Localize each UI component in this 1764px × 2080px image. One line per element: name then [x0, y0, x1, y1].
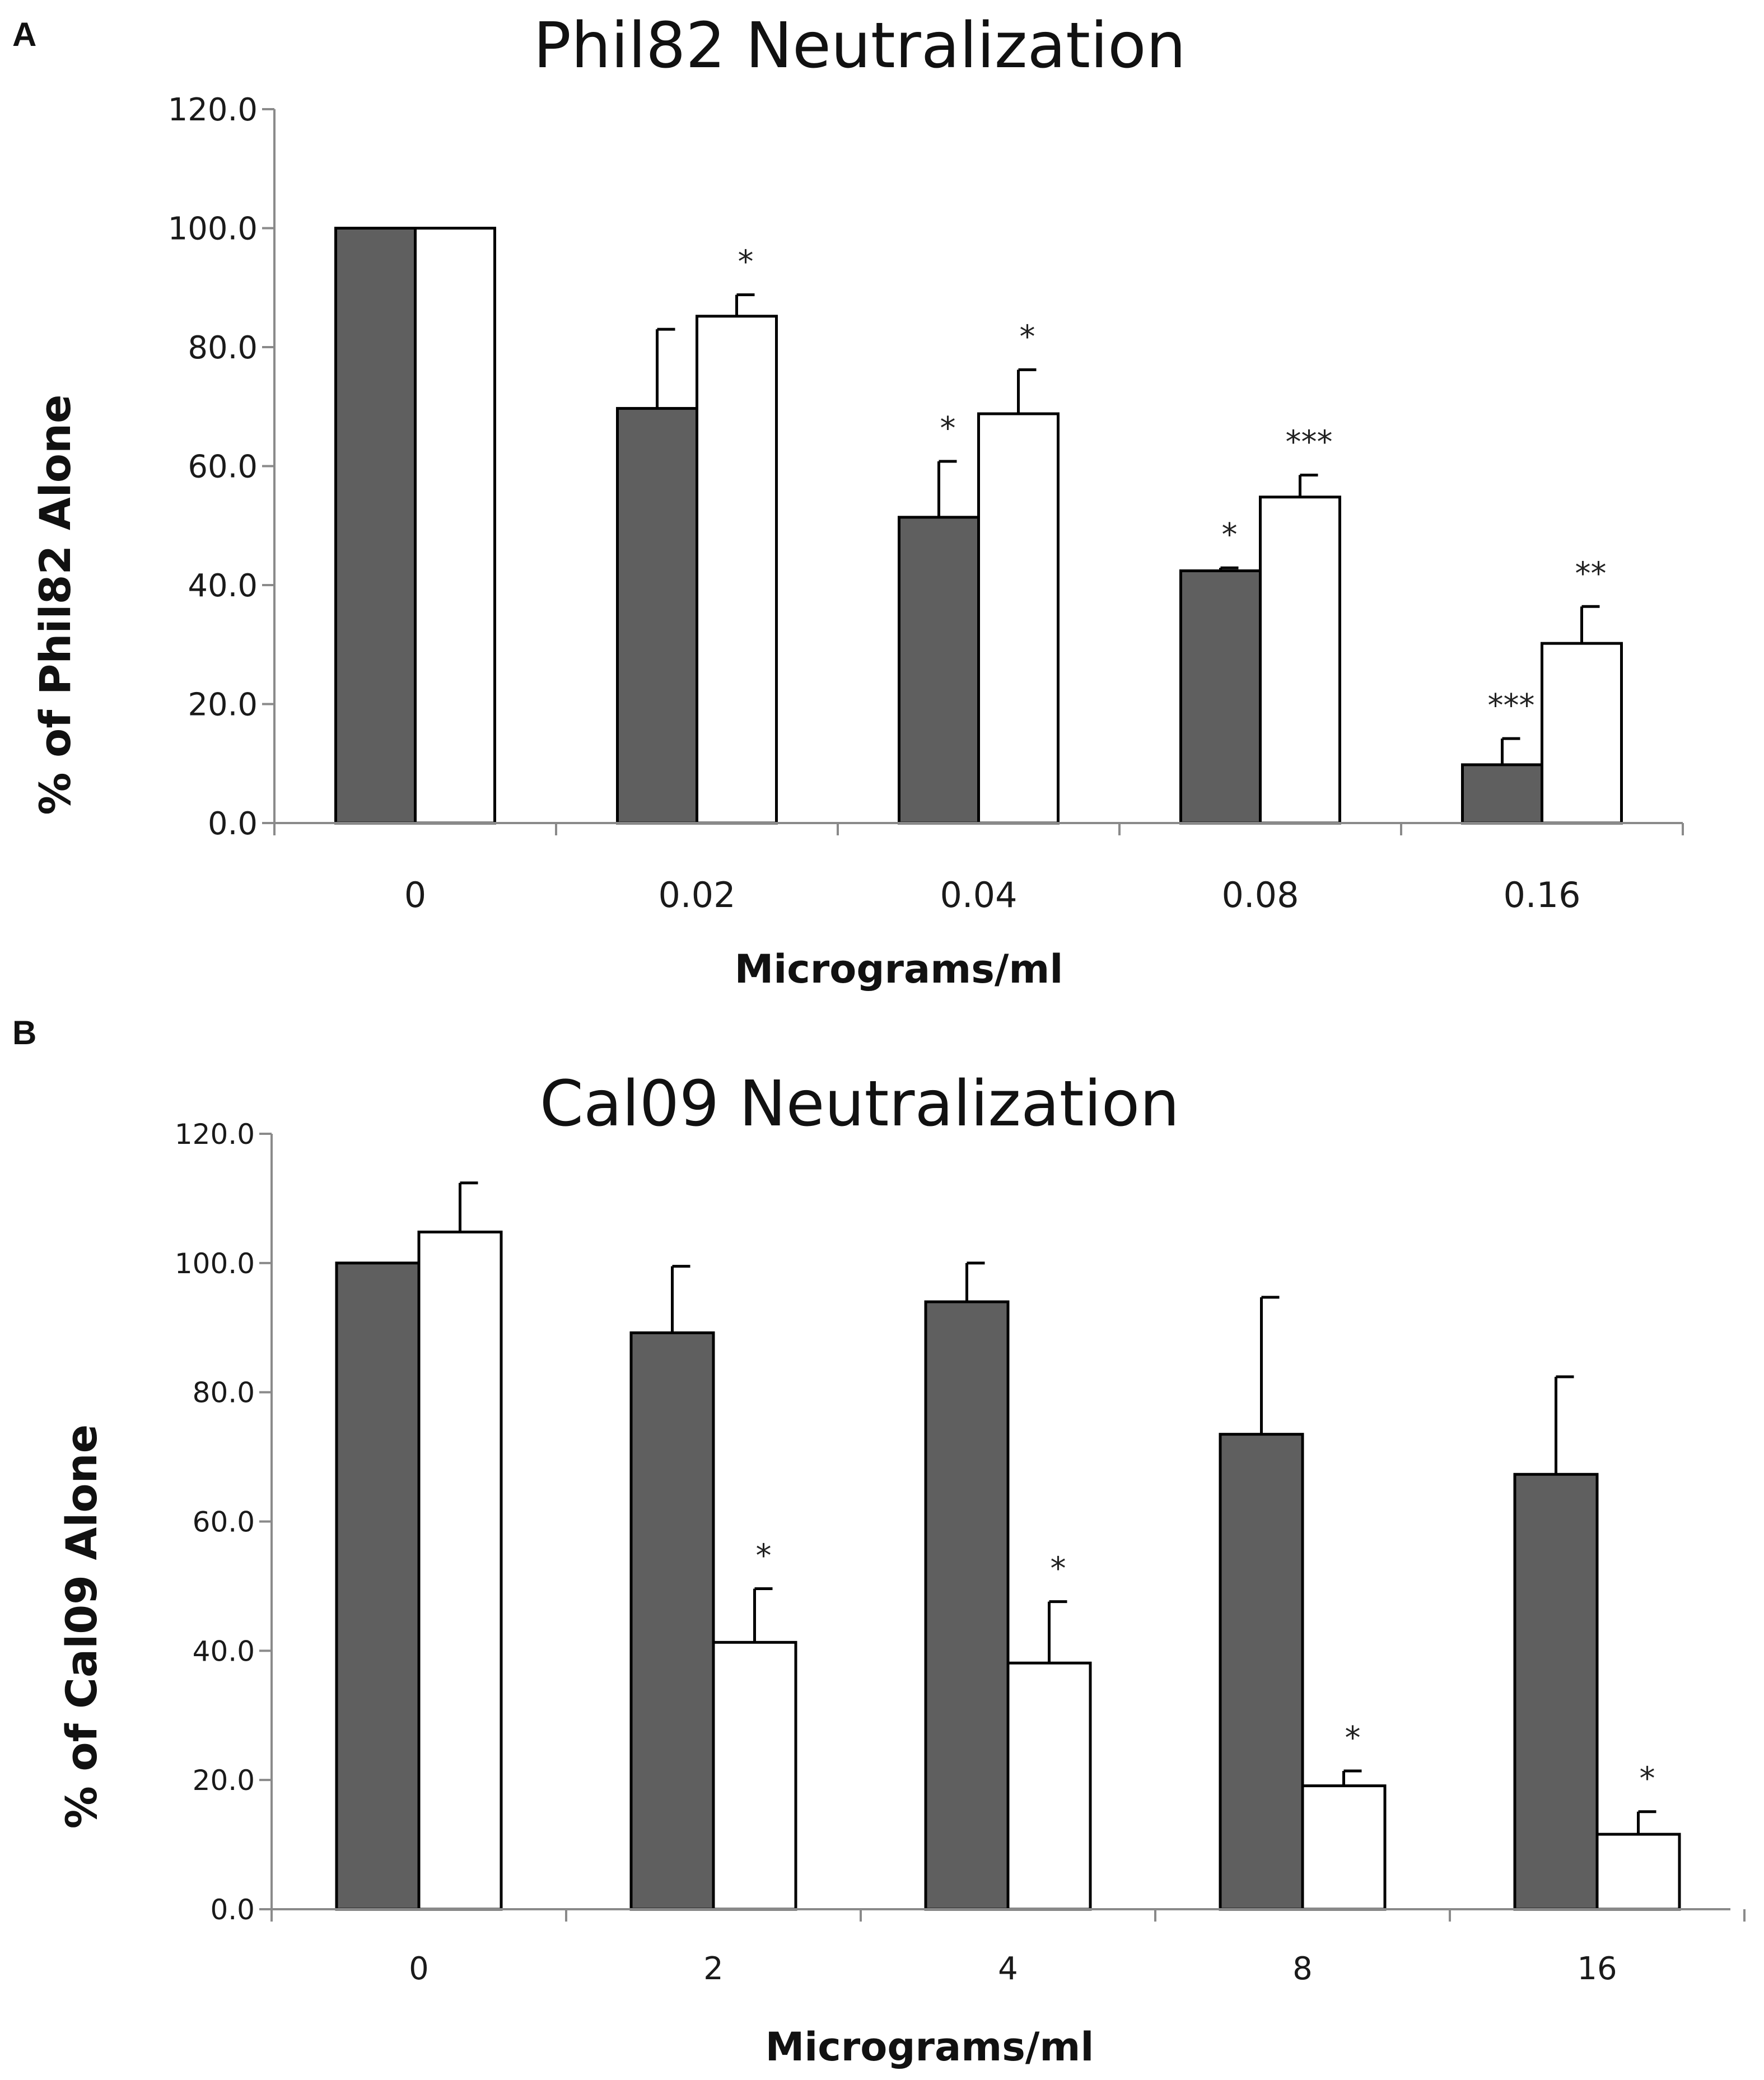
significance-marker: ** — [1575, 555, 1607, 592]
chart-title: Cal09 Neutralization — [540, 1068, 1180, 1141]
y-tick-label: 20.0 — [193, 1764, 255, 1797]
bar-grey — [334, 227, 417, 825]
y-axis-label: % of Phil82 Alone — [30, 394, 80, 815]
bars: ************ — [334, 227, 1623, 825]
y-tick-label: 120.0 — [168, 92, 258, 128]
bar-white — [1541, 642, 1623, 825]
bar-grey — [1219, 1433, 1304, 1911]
bar-white — [977, 412, 1060, 825]
significance-marker: * — [1222, 517, 1238, 553]
y-tick-label: 40.0 — [188, 568, 258, 604]
y-tick-label: 60.0 — [193, 1506, 255, 1539]
y-tick-label: 40.0 — [193, 1635, 255, 1667]
significance-marker: * — [756, 1538, 772, 1574]
y-tick-label: 60.0 — [188, 449, 258, 485]
y-ticks: 0.0 20.0 40.0 60.0 80.0 100.0 120.0 — [175, 1118, 273, 1926]
x-tick-label: 0.08 — [1221, 875, 1299, 915]
bar-grey — [924, 1300, 1010, 1911]
x-tick-label: 4 — [998, 1951, 1018, 1987]
significance-marker: * — [1640, 1761, 1655, 1797]
significance-marker: * — [738, 244, 754, 281]
significance-marker: *** — [1488, 688, 1535, 724]
bar-grey — [898, 516, 980, 825]
chart-panel-a: A Phil82 Neutralization % of Phil82 Alon… — [12, 10, 1684, 992]
bars: * * * * — [335, 1181, 1681, 1911]
bar-grey — [1461, 763, 1543, 825]
x-tick-label: 0 — [404, 875, 426, 915]
x-tick-label: 2 — [703, 1951, 724, 1987]
y-tick-label: 20.0 — [188, 687, 258, 723]
x-tick-label: 0.04 — [940, 875, 1017, 915]
x-tick-label: 8 — [1292, 1951, 1313, 1987]
significance-marker: * — [1020, 319, 1035, 355]
chart-panel-b: B Cal09 Neutralization % of Cal09 Alone … — [12, 1014, 1746, 2070]
bar-white — [696, 315, 778, 825]
bar-white — [712, 1640, 797, 1911]
bar-grey — [616, 406, 698, 825]
y-tick-label: 100.0 — [168, 211, 258, 247]
bar-white — [1006, 1661, 1092, 1911]
bar-grey — [335, 1261, 421, 1911]
y-ticks: 0.0 20.0 40.0 60.0 80.0 100.0 120.0 — [168, 92, 276, 842]
y-tick-label: 80.0 — [193, 1377, 255, 1409]
bar-white — [417, 1230, 503, 1911]
significance-marker: * — [940, 410, 956, 447]
x-axis-label: Micrograms/ml — [766, 2024, 1094, 2070]
y-tick-label: 120.0 — [175, 1118, 255, 1151]
bar-grey — [1179, 569, 1262, 825]
significance-marker: * — [1345, 1720, 1361, 1756]
x-tick-label: 0.16 — [1503, 875, 1580, 915]
panel-label: B — [12, 1014, 36, 1051]
panel-label: A — [12, 16, 36, 53]
bar-white — [1301, 1784, 1387, 1911]
x-ticks: 0 2 4 8 16 — [270, 1908, 1746, 1987]
significance-marker: * — [1051, 1551, 1066, 1587]
bar-white — [1595, 1833, 1681, 1911]
y-axis-label: % of Cal09 Alone — [57, 1424, 106, 1829]
bar-grey — [1513, 1473, 1599, 1911]
x-axis-label: Micrograms/ml — [735, 946, 1063, 992]
x-tick-label: 16 — [1577, 1951, 1617, 1987]
y-tick-label: 0.0 — [208, 806, 258, 842]
y-tick-label: 80.0 — [188, 330, 258, 366]
x-tick-label: 0.02 — [658, 875, 735, 915]
chart-title: Phil82 Neutralization — [533, 10, 1186, 82]
bar-white — [414, 227, 496, 825]
bar-grey — [629, 1331, 715, 1911]
x-tick-label: 0 — [409, 1951, 429, 1987]
x-ticks: 0 0.02 0.04 0.08 0.16 — [273, 822, 1684, 915]
y-tick-label: 100.0 — [175, 1247, 255, 1280]
significance-marker: *** — [1286, 424, 1333, 460]
y-tick-label: 0.0 — [210, 1894, 255, 1926]
bar-white — [1259, 496, 1341, 825]
